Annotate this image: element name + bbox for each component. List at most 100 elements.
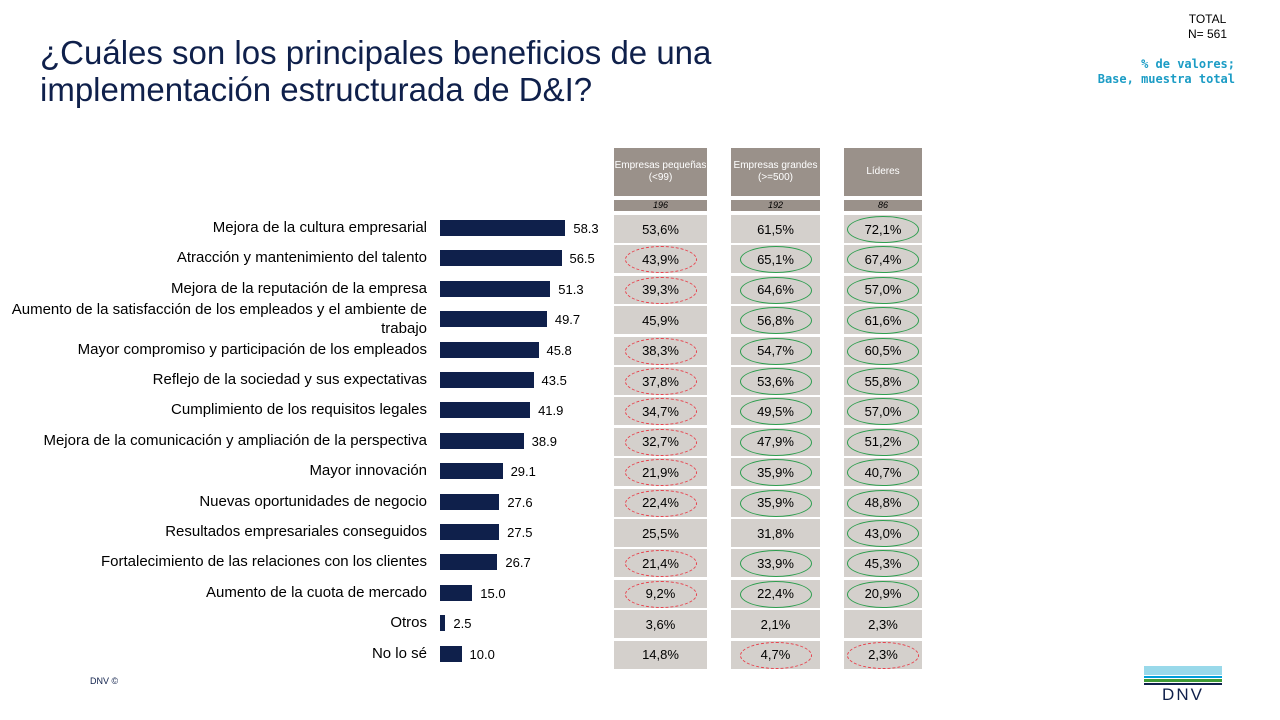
significant-higher-ring: [739, 489, 812, 517]
cell-value: 31,8%: [757, 525, 794, 541]
bar-value-label: 56.5: [569, 251, 595, 267]
page-title: ¿Cuáles son los principales beneficios d…: [40, 34, 712, 108]
category-label: Resultados empresariales conseguidos: [165, 523, 427, 540]
significant-higher-ring: [739, 428, 812, 456]
segment-cell: 22,4%: [614, 488, 707, 517]
bar: [440, 372, 534, 388]
segment-cell: 25,5%: [614, 519, 707, 547]
cell-value: 57,0%: [864, 282, 902, 298]
bar: [440, 402, 531, 419]
cell-value: 49,5%: [757, 403, 794, 419]
significant-higher-ring: [739, 337, 812, 365]
cell-value: 35,9%: [757, 464, 794, 480]
segment-cell: 48,8%: [844, 488, 922, 517]
bar-value-label: 38.9: [531, 433, 557, 449]
category-label: Mayor innovación: [309, 462, 427, 480]
segment-cell: 53,6%: [614, 215, 707, 243]
segment-cell: 43,0%: [844, 519, 922, 547]
bar: [440, 554, 498, 571]
segment-cell: 72,1%: [844, 215, 922, 243]
significant-higher-ring: [847, 368, 919, 395]
cell-value: 32,7%: [642, 434, 679, 450]
segment-cell: 31,8%: [731, 519, 820, 547]
segment-cell: 67,4%: [844, 245, 922, 274]
significant-lower-ring: [624, 368, 697, 395]
bar-value-label: 26.7: [505, 555, 531, 571]
cell-value: 47,9%: [757, 434, 794, 450]
bar: [440, 615, 446, 632]
cell-value: 43,0%: [864, 525, 902, 541]
significant-higher-ring: [847, 428, 919, 456]
cell-value: 2,3%: [868, 647, 898, 663]
segment-cell: 37,8%: [614, 367, 707, 395]
total-n: N= 561: [1187, 27, 1228, 41]
segment-cell: 57,0%: [844, 397, 922, 426]
category-label: Nuevas oportunidades de negocio: [199, 492, 427, 510]
cell-value: 40,7%: [864, 464, 902, 480]
segment-cell: 2,1%: [731, 610, 820, 639]
category-label: Aumento de la satisfacción de los emplea…: [11, 301, 427, 338]
segment-cell: 14,8%: [614, 640, 707, 669]
cell-value: 3,6%: [645, 616, 676, 632]
cell-value: 37,8%: [642, 373, 679, 389]
segment-header: Empresas pequeñas (<99): [614, 148, 707, 196]
bar: [440, 341, 539, 358]
cell-value: 61,6%: [864, 312, 902, 328]
cell-value: 43,9%: [642, 251, 679, 267]
cell-value: 34,7%: [642, 403, 679, 419]
significant-higher-ring: [847, 307, 919, 335]
category-label: Reflejo de la sociedad y sus expectativa…: [152, 371, 427, 388]
category-label: Otros: [390, 614, 427, 632]
segment-cell: 45,9%: [614, 306, 707, 335]
segment-cell: 60,5%: [844, 336, 922, 365]
cell-value: 22,4%: [757, 586, 794, 602]
cell-value: 25,5%: [642, 525, 679, 541]
segment-cell: 34,7%: [614, 397, 707, 426]
cell-value: 2,1%: [760, 616, 791, 632]
segment-cell: 39,3%: [614, 275, 707, 304]
cell-value: 72,1%: [864, 221, 902, 237]
significant-lower-ring: [624, 580, 697, 608]
segment-cell: 4,7%: [731, 640, 820, 669]
bar-value-label: 43.5: [541, 373, 567, 388]
bar: [440, 463, 503, 480]
segment-cell: 9,2%: [614, 579, 707, 608]
significant-lower-ring: [624, 276, 697, 304]
significant-lower-ring: [624, 337, 697, 365]
bar-value-label: 2.5: [453, 616, 472, 632]
bar-value-label: 29.1: [510, 464, 536, 480]
segment-cell: 54,7%: [731, 336, 820, 365]
cell-value: 53,6%: [642, 221, 679, 237]
cell-value: 4,7%: [760, 647, 791, 663]
cell-value: 45,3%: [864, 555, 902, 571]
segment-header: Líderes: [844, 148, 922, 196]
bar: [440, 250, 562, 267]
segment-cell: 2,3%: [844, 640, 922, 669]
significant-lower-ring: [624, 428, 697, 456]
category-label: Cumplimiento de los requisitos legales: [171, 401, 427, 419]
cell-value: 55,8%: [864, 373, 902, 389]
copyright: DNV ©: [90, 676, 119, 686]
category-label: Fortalecimiento de las relaciones con lo…: [101, 553, 427, 571]
cell-value: 38,3%: [642, 343, 679, 359]
significant-higher-ring: [847, 337, 919, 365]
segment-n: 196: [614, 200, 707, 211]
significant-higher-ring: [739, 550, 812, 578]
significant-lower-ring: [624, 398, 697, 426]
significant-higher-ring: [847, 459, 919, 487]
segment-cell: 64,6%: [731, 275, 820, 304]
bar: [440, 645, 462, 662]
bar: [440, 493, 500, 510]
category-label: Mejora de la reputación de la empresa: [171, 279, 427, 297]
cell-value: 39,3%: [642, 282, 679, 298]
cell-value: 21,9%: [642, 464, 679, 480]
segment-cell: 20,9%: [844, 579, 922, 608]
cell-value: 22,4%: [642, 495, 679, 511]
bar-value-label: 27.5: [507, 525, 533, 540]
cell-value: 65,1%: [757, 251, 794, 267]
significant-higher-ring: [847, 580, 919, 608]
segment-cell: 47,9%: [731, 427, 820, 456]
segment-cell: 3,6%: [614, 610, 707, 639]
cell-value: 53,6%: [757, 373, 794, 389]
segment-cell: 35,9%: [731, 488, 820, 517]
